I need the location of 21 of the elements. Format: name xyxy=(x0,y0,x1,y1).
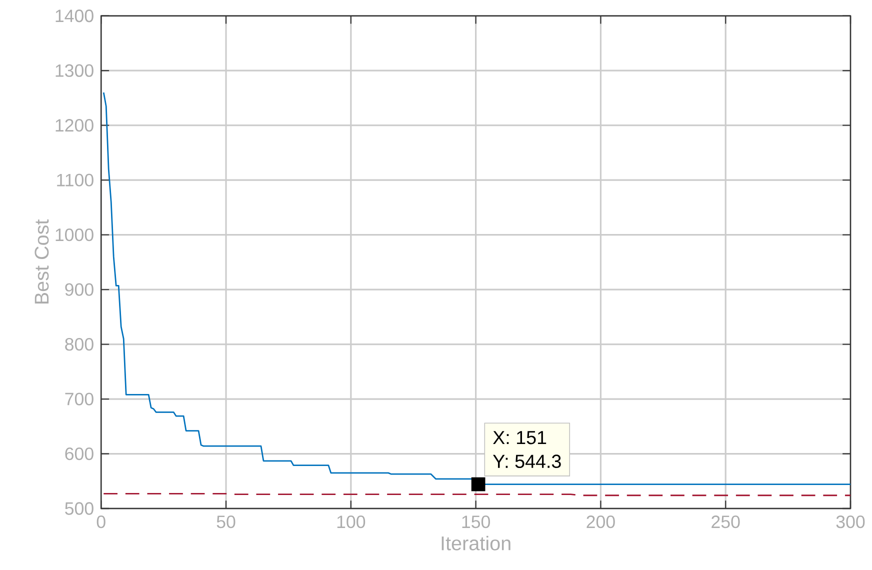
x-axis-title: Iteration xyxy=(442,536,510,550)
y-tick-label: 900 xyxy=(65,283,94,296)
y-tick-label: 1000 xyxy=(56,228,94,242)
y-axis-title: Best Cost xyxy=(34,219,49,304)
y-tick-label: 1100 xyxy=(57,174,94,186)
y-tick-label: 1400 xyxy=(56,10,94,22)
x-tick-label: 250 xyxy=(712,516,740,528)
y-tick-label: 1300 xyxy=(56,64,94,77)
y-tick-label: 800 xyxy=(65,338,94,351)
y-tick-label: 500 xyxy=(65,502,94,515)
y-tick-label: 1200 xyxy=(56,119,94,132)
x-tick-label: 100 xyxy=(337,516,366,528)
x-tick-label: 0 xyxy=(96,516,106,528)
annotation: X: 151 xyxy=(493,431,546,444)
annotation: Y: 544.3 xyxy=(492,454,561,468)
y-tick-label: 600 xyxy=(65,447,94,460)
x-tick-label: 200 xyxy=(586,516,615,528)
y-tick-label: 700 xyxy=(65,392,94,406)
x-tick-label: 150 xyxy=(462,516,490,528)
x-tick-label: 300 xyxy=(836,516,865,528)
x-tick-label: 50 xyxy=(216,516,236,528)
